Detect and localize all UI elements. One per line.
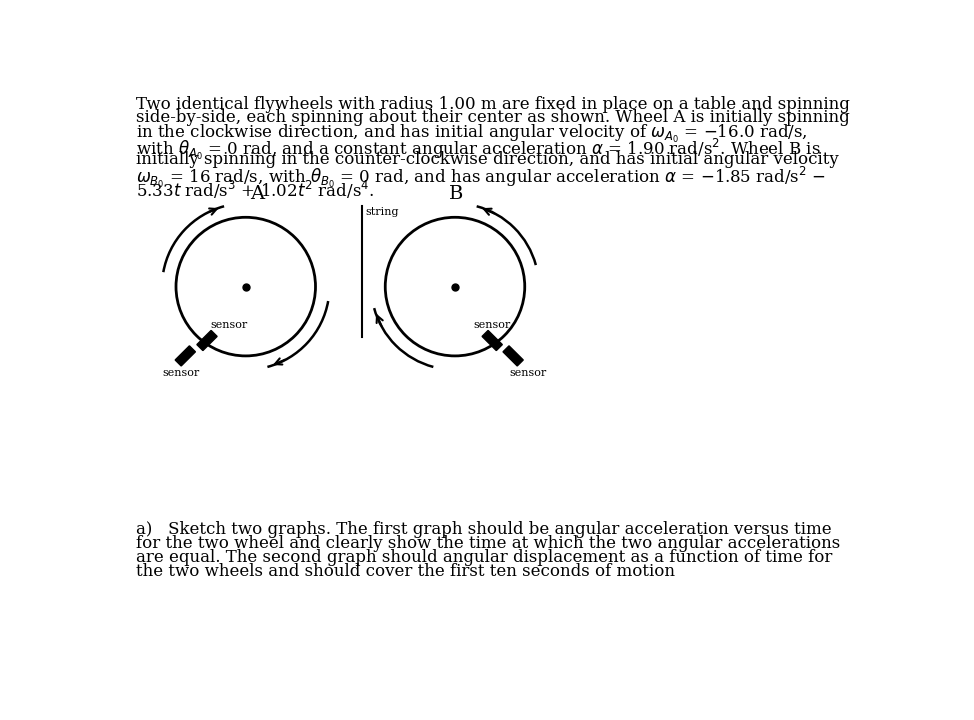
Polygon shape [197,330,217,351]
Text: the two wheels and should cover the first ten seconds of motion: the two wheels and should cover the firs… [135,563,675,580]
Text: sensor: sensor [473,320,510,330]
Text: Two identical flywheels with radius 1.00 m are fixed in place on a table and spi: Two identical flywheels with radius 1.00… [135,96,849,112]
Text: sensor: sensor [210,320,247,330]
Text: $\omega_{B_0}$ = 16 rad/s, with $\theta_{B_0}$ = 0 rad, and has angular accelera: $\omega_{B_0}$ = 16 rad/s, with $\theta_… [135,165,826,190]
Text: initially spinning in the counter-clockwise direction, and has initial angular v: initially spinning in the counter-clockw… [135,151,839,168]
Text: sensor: sensor [162,368,200,378]
Text: for the two wheel and clearly show the time at which the two angular acceleratio: for the two wheel and clearly show the t… [135,535,840,552]
Text: are equal. The second graph should angular displacement as a function of time fo: are equal. The second graph should angul… [135,549,832,566]
Text: with $\theta_{A_0}$ = 0 rad, and a constant angular acceleration $\alpha$ = 1.90: with $\theta_{A_0}$ = 0 rad, and a const… [135,138,820,163]
Text: 5.33$t$ rad/s$^3$ + 1.02$t^2$ rad/s$^4$.: 5.33$t$ rad/s$^3$ + 1.02$t^2$ rad/s$^4$. [135,179,374,201]
Text: side-by-side, each spinning about their center as shown. Wheel A is initially sp: side-by-side, each spinning about their … [135,109,849,127]
Text: a)   Sketch two graphs. The first graph should be angular acceleration versus ti: a) Sketch two graphs. The first graph sh… [135,521,832,539]
Text: B: B [449,186,464,204]
Polygon shape [175,346,196,366]
Text: sensor: sensor [509,368,546,378]
Polygon shape [503,346,523,366]
Polygon shape [482,330,503,351]
Text: in the clockwise direction, and has initial angular velocity of $\omega_{A_0}$ =: in the clockwise direction, and has init… [135,123,807,145]
Text: A: A [249,186,264,204]
Text: string: string [366,207,399,217]
